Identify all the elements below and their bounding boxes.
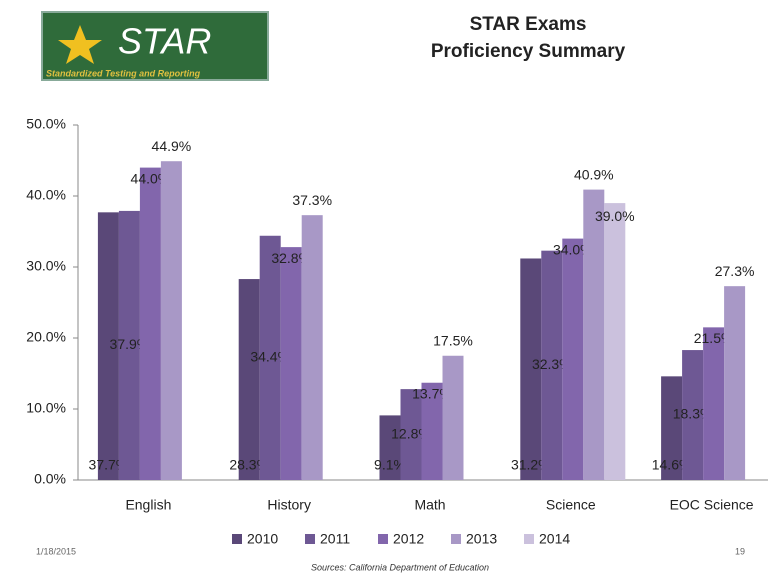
data-label: 18.3% — [673, 406, 713, 422]
x-tick-label: English — [125, 497, 171, 513]
x-tick-label: EOC Science — [670, 497, 754, 513]
data-label: 9.1% — [374, 457, 406, 473]
data-label: 31.2% — [511, 457, 551, 473]
legend-label: 2012 — [393, 531, 424, 547]
y-tick-label: 50.0% — [26, 116, 66, 132]
legend-swatch — [451, 534, 461, 544]
logo-border — [41, 11, 269, 81]
y-tick-label: 20.0% — [26, 329, 66, 345]
bar — [97, 212, 119, 480]
data-label: 21.5% — [694, 330, 734, 346]
x-tick-label: History — [267, 497, 311, 513]
bar — [301, 215, 323, 481]
bar — [562, 238, 584, 480]
bar — [280, 247, 302, 480]
bar — [541, 250, 563, 480]
data-label: 17.5% — [433, 332, 473, 348]
data-label: 39.0% — [595, 208, 635, 224]
x-tick-label: Science — [546, 497, 596, 513]
data-label: 32.3% — [532, 356, 572, 372]
legend-label: 2014 — [539, 531, 570, 547]
data-label: 37.3% — [292, 192, 332, 208]
data-label: 37.7% — [89, 457, 129, 473]
data-label: 34.0% — [553, 241, 593, 257]
bar — [259, 235, 281, 480]
bar — [703, 327, 725, 480]
legend-swatch — [232, 534, 242, 544]
logo-title: STAR — [118, 21, 211, 62]
data-label: 40.9% — [574, 166, 614, 182]
x-tick-label: Math — [414, 497, 445, 513]
legend-label: 2011 — [320, 531, 350, 547]
bar — [583, 189, 605, 481]
data-label: 37.9% — [110, 336, 150, 352]
bar — [160, 161, 182, 480]
logo-subtitle: Standardized Testing and Reporting — [46, 68, 201, 78]
data-label: 12.8% — [391, 425, 431, 441]
data-label: 28.3% — [229, 457, 269, 473]
y-tick-label: 30.0% — [26, 258, 66, 274]
date: 1/18/2015 — [36, 546, 76, 556]
y-tick-label: 40.0% — [26, 187, 66, 203]
bar — [442, 355, 464, 480]
data-label: 27.3% — [715, 263, 755, 279]
chart-title: Proficiency Summary — [431, 41, 626, 62]
bar — [379, 415, 401, 480]
bar — [604, 203, 626, 480]
legend-swatch — [305, 534, 315, 544]
bar — [661, 376, 683, 480]
page-number: 19 — [735, 546, 745, 556]
bar — [118, 210, 140, 480]
data-label: 44.9% — [152, 138, 192, 154]
bar — [400, 389, 422, 480]
data-label: 44.0% — [131, 170, 171, 186]
data-label: 34.4% — [250, 349, 290, 365]
data-label: 32.8% — [271, 250, 311, 266]
legend-swatch — [524, 534, 534, 544]
bar — [421, 382, 443, 480]
legend-label: 2013 — [466, 531, 497, 547]
logo-star — [58, 25, 102, 64]
data-label: 13.7% — [412, 385, 452, 401]
y-tick-label: 0.0% — [34, 471, 66, 487]
y-tick-label: 10.0% — [26, 400, 66, 416]
bar — [139, 167, 161, 480]
data-label: 14.6% — [652, 457, 692, 473]
bar — [238, 279, 260, 480]
bar — [724, 286, 746, 480]
source: Sources: California Department of Educat… — [311, 562, 489, 572]
legend-label: 2010 — [247, 531, 278, 547]
bar — [520, 258, 542, 480]
bar — [682, 350, 704, 480]
legend-swatch — [378, 534, 388, 544]
chart-title: STAR Exams — [470, 14, 587, 35]
